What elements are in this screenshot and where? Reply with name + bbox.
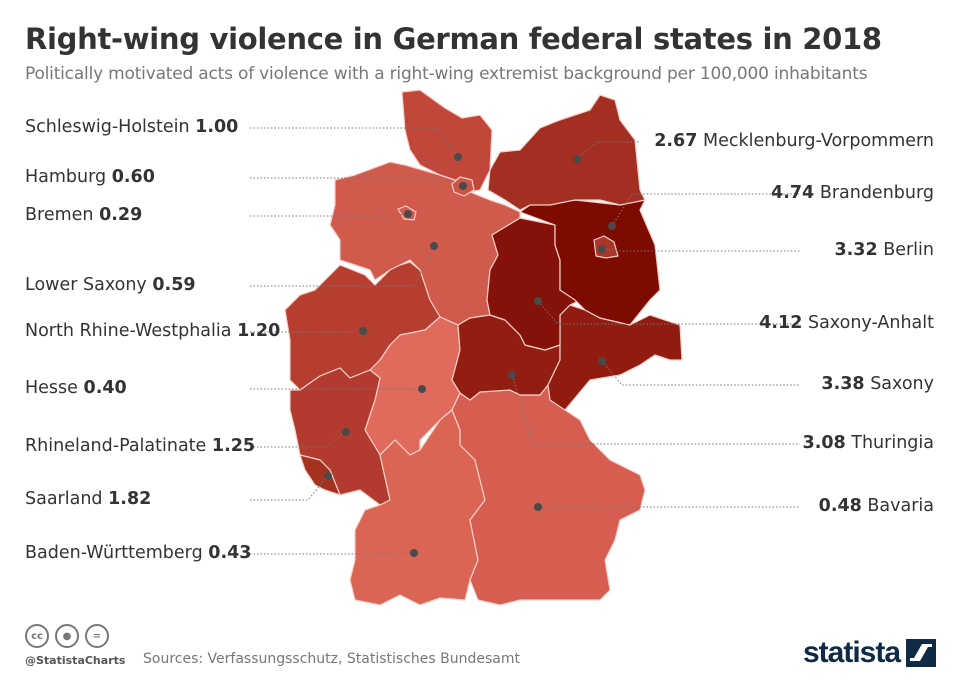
state-value: 3.08 (802, 433, 846, 453)
state-name: Rhineland-Palatinate (25, 436, 207, 456)
leader-line-rhineland-palatinate (250, 431, 347, 448)
cc-icon: cc (25, 624, 49, 648)
state-value: 0.40 (83, 378, 127, 398)
state-name: Bavaria (867, 496, 934, 516)
label-lower-saxony: Lower Saxony 0.59 (25, 275, 196, 295)
state-value: 4.12 (759, 313, 803, 333)
statista-logo-icon (906, 639, 937, 667)
marker-bavaria (534, 503, 542, 511)
marker-saxony-anhalt (534, 297, 542, 305)
label-schleswig-holstein: Schleswig-Holstein 1.00 (25, 117, 238, 137)
marker-baden-wurttemberg (410, 549, 418, 557)
label-baden-wurttemberg: Baden-Württemberg 0.43 (25, 543, 251, 563)
marker-berlin (598, 245, 606, 253)
state-brandenburg (519, 199, 661, 326)
leader-line-baden-wurttemberg (250, 552, 415, 555)
label-berlin: 3.32 Berlin (834, 240, 934, 260)
statista-logo: statista (803, 636, 937, 670)
label-rhineland-palatinate: Rhineland-Palatinate 1.25 (25, 436, 255, 456)
marker-saxony (598, 357, 606, 365)
label-north-rhine-westphalia: North Rhine-Westphalia 1.20 (25, 321, 280, 341)
state-baden-wurttemberg (349, 409, 486, 606)
label-thuringia: 3.08 Thuringia (803, 433, 934, 453)
label-mecklenburg-vorpommern: 2.67 Mecklenburg-Vorpommern (654, 131, 934, 151)
marker-hesse (418, 385, 426, 393)
attribution-icon: ● (55, 624, 79, 648)
label-bavaria: 0.48 Bavaria (819, 496, 934, 516)
logo-text: statista (803, 636, 901, 669)
leader-line-hamburg (250, 177, 464, 187)
state-berlin (593, 235, 619, 259)
state-name: Saarland (25, 489, 103, 509)
state-value: 2.67 (654, 131, 698, 151)
marker-thuringia (508, 371, 516, 379)
state-value: 1.82 (108, 489, 152, 509)
state-name: Saxony-Anhalt (807, 313, 934, 333)
page-subtitle: Politically motivated acts of violence w… (25, 64, 868, 84)
leader-line-bremen (250, 213, 409, 217)
state-value: 3.32 (834, 240, 878, 260)
state-name: Bremen (25, 205, 94, 225)
state-value: 0.43 (208, 543, 252, 563)
label-hesse: Hesse 0.40 (25, 378, 127, 398)
marker-rhineland-palatinate (342, 428, 350, 436)
state-value: 4.74 (771, 183, 815, 203)
label-brandenburg: 4.74 Brandenburg (771, 183, 934, 203)
leader-line-schleswig-holstein (250, 127, 459, 158)
state-value: 0.29 (99, 205, 143, 225)
marker-lower-saxony (430, 242, 438, 250)
state-name: Brandenburg (819, 183, 934, 203)
marker-hamburg (459, 182, 467, 190)
page-title: Right-wing violence in German federal st… (25, 22, 882, 56)
state-value: 1.25 (211, 436, 256, 456)
marker-bremen (404, 210, 412, 218)
leader-line-north-rhine-westphalia (250, 330, 364, 333)
license-icons: cc ● = (25, 624, 109, 648)
state-value: 1.20 (237, 321, 281, 341)
state-name: Lower Saxony (25, 275, 147, 295)
state-name: Hesse (25, 378, 78, 398)
statista-handle: @StatistaCharts (25, 654, 126, 667)
state-mecklenburg-vorpommern (487, 94, 646, 211)
state-name: Schleswig-Holstein (25, 117, 190, 137)
state-name: North Rhine-Westphalia (25, 321, 232, 341)
label-saarland: Saarland 1.82 (25, 489, 151, 509)
state-name: Mecklenburg-Vorpommern (703, 131, 934, 151)
state-saarland (299, 454, 341, 496)
marker-saarland (324, 472, 332, 480)
state-value: 0.59 (152, 275, 196, 295)
state-name: Berlin (883, 240, 934, 260)
source-note: Sources: Verfassungsschutz, Statistische… (143, 651, 520, 667)
state-name: Baden-Württemberg (25, 543, 203, 563)
state-value: 3.38 (821, 374, 865, 394)
state-name: Thuringia (851, 433, 934, 453)
marker-brandenburg (608, 222, 616, 230)
state-value: 0.60 (111, 167, 155, 187)
state-value: 0.48 (818, 496, 862, 516)
marker-north-rhine-westphalia (359, 327, 367, 335)
marker-schleswig-holstein (454, 153, 462, 161)
label-saxony-anhalt: 4.12 Saxony-Anhalt (759, 313, 934, 333)
no-derivatives-icon: = (85, 624, 109, 648)
label-bremen: Bremen 0.29 (25, 205, 142, 225)
state-value: 1.00 (195, 117, 239, 137)
marker-mecklenburg-vorpommern (573, 155, 581, 163)
leader-line-lower-saxony (250, 245, 435, 287)
label-hamburg: Hamburg 0.60 (25, 167, 155, 187)
label-saxony: 3.38 Saxony (821, 374, 934, 394)
state-name: Hamburg (25, 167, 107, 187)
state-name: Saxony (870, 374, 934, 394)
